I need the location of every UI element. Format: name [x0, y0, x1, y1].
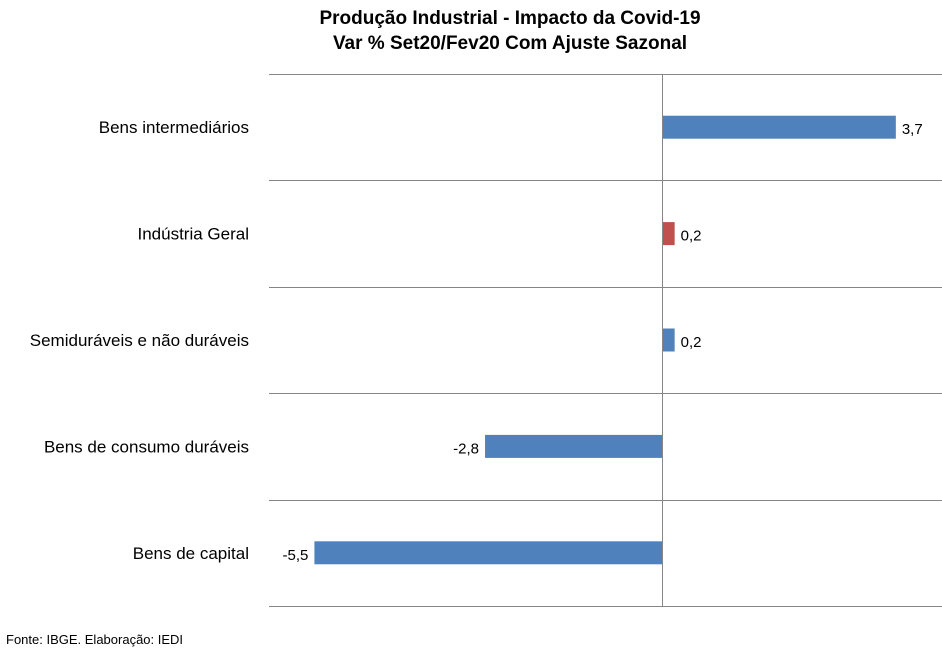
category-label: Bens de capital	[133, 544, 249, 563]
value-label: -5,5	[283, 547, 309, 564]
bar	[485, 434, 662, 458]
chart-title: Produção Industrial - Impacto da Covid-1…	[0, 6, 942, 56]
category-label: Indústria Geral	[138, 225, 250, 244]
bar	[662, 222, 675, 246]
bar	[314, 541, 662, 565]
value-label: 3,7	[902, 121, 923, 138]
bar	[662, 328, 675, 352]
source-note: Fonte: IBGE. Elaboração: IEDI	[6, 632, 184, 647]
category-label: Bens intermediários	[99, 118, 249, 137]
value-label: -2,8	[453, 440, 479, 457]
category-label: Semiduráveis e não duráveis	[30, 331, 249, 350]
category-label: Bens de consumo duráveis	[44, 437, 249, 456]
value-label: 0,2	[681, 228, 702, 245]
chart-title-line1: Produção Industrial - Impacto da Covid-1…	[319, 8, 701, 29]
value-label: 0,2	[681, 334, 702, 351]
bar	[662, 115, 896, 139]
chart-subtitle: Var % Set20/Fev20 Com Ajuste Sazonal	[332, 33, 688, 54]
